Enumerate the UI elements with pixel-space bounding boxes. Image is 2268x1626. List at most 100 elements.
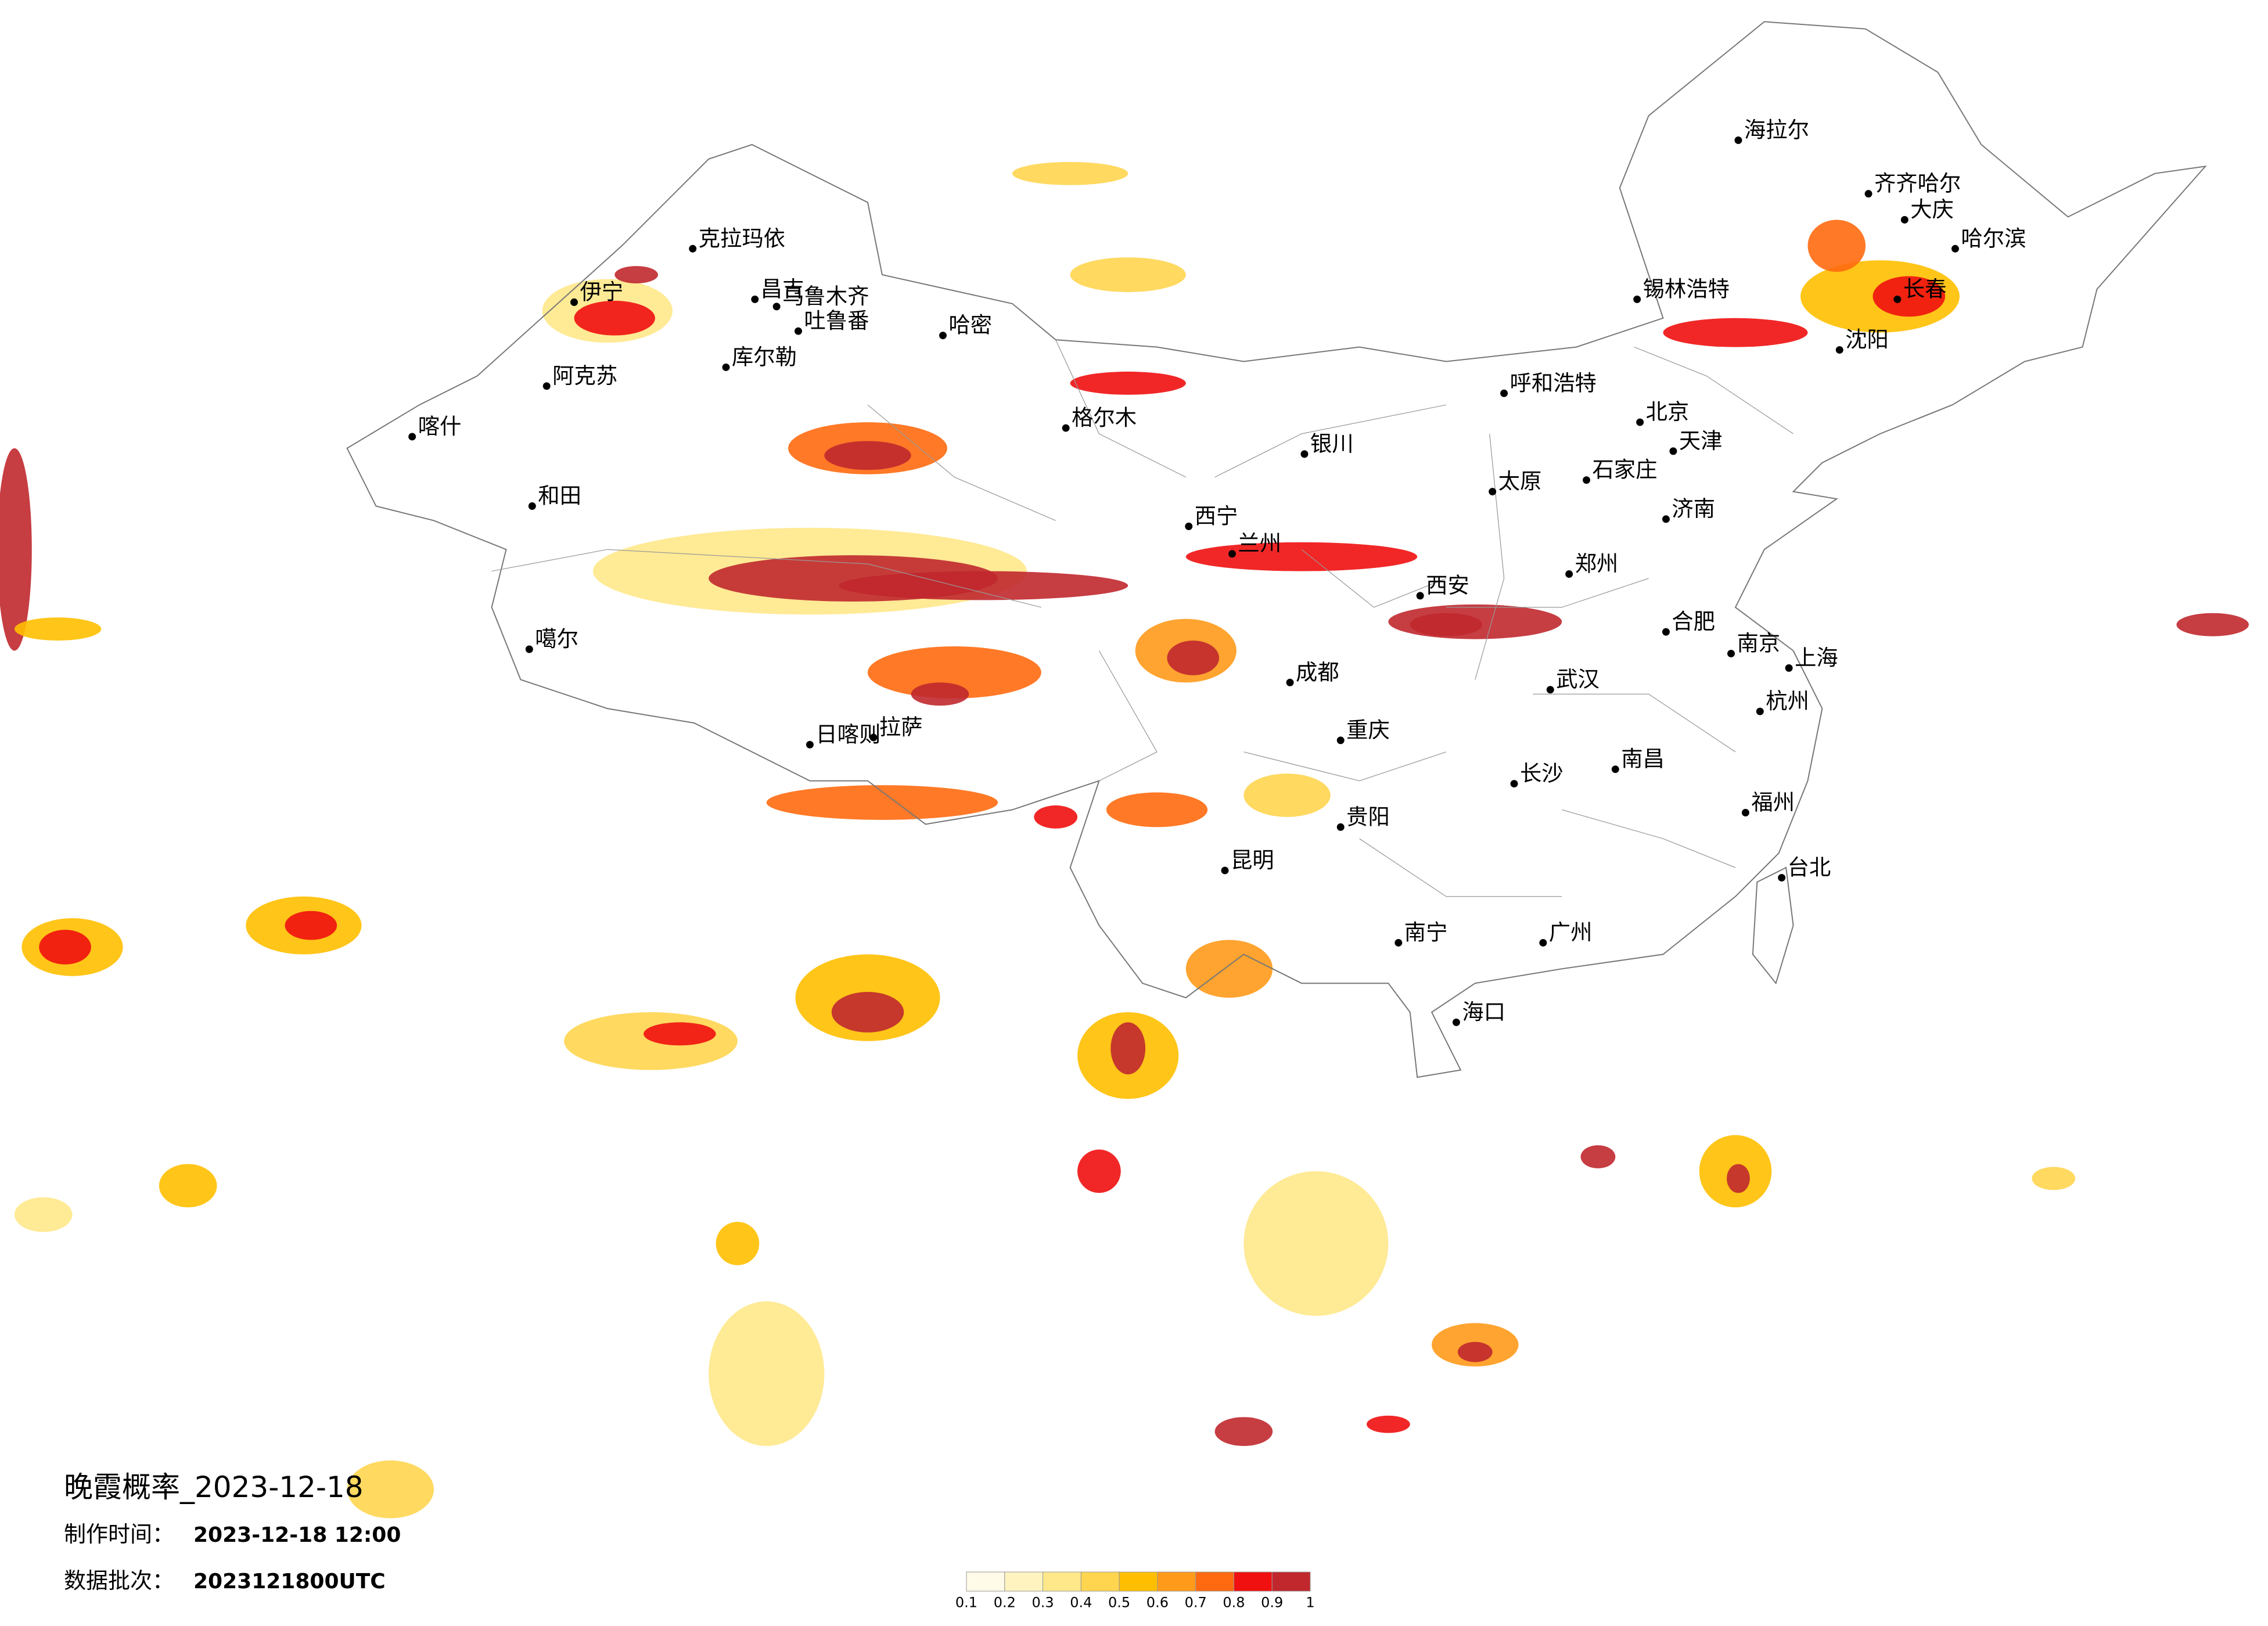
city-label: 石家庄 bbox=[1592, 457, 1657, 483]
probability-patch bbox=[1185, 542, 1418, 571]
city-label: 济南 bbox=[1672, 496, 1715, 521]
probability-patch bbox=[839, 571, 1128, 600]
probability-patch bbox=[1110, 1022, 1146, 1075]
probability-patch bbox=[14, 1197, 73, 1232]
city-dot bbox=[1756, 707, 1764, 715]
probability-patch bbox=[564, 1012, 738, 1070]
city-dot bbox=[722, 363, 730, 371]
probability-patch bbox=[159, 1164, 217, 1208]
city-label: 哈密 bbox=[948, 312, 992, 338]
city-label: 哈尔滨 bbox=[1961, 225, 2026, 251]
city-dot bbox=[1662, 628, 1670, 636]
city-label: 喀什 bbox=[418, 413, 462, 439]
city-label: 日喀则 bbox=[815, 721, 880, 747]
city-label: 齐齐哈尔 bbox=[1874, 171, 1961, 196]
probability-patch bbox=[0, 448, 32, 651]
city-dot bbox=[525, 645, 533, 653]
city-dot bbox=[1835, 346, 1843, 354]
legend-swatch bbox=[1233, 1571, 1273, 1592]
legend-swatch bbox=[1157, 1571, 1196, 1592]
city-dot bbox=[1546, 686, 1554, 694]
city-label: 兰州 bbox=[1238, 531, 1281, 556]
city-label: 武汉 bbox=[1556, 667, 1600, 692]
city-dot bbox=[1778, 873, 1786, 882]
legend-swatch bbox=[1271, 1571, 1311, 1592]
probability-patch bbox=[1580, 1145, 1616, 1168]
country-outline bbox=[346, 21, 2207, 1078]
production-time: 2023-12-18 12:00 bbox=[193, 1523, 401, 1547]
city-dot bbox=[806, 740, 814, 749]
legend-tick-label: 0.5 bbox=[1108, 1595, 1130, 1611]
probability-patch bbox=[1457, 1341, 1493, 1362]
city-dot bbox=[1662, 515, 1670, 523]
probability-patch bbox=[1807, 220, 1866, 272]
probability-patch bbox=[644, 1022, 716, 1046]
city-dot bbox=[1228, 550, 1236, 558]
probability-patch bbox=[1872, 276, 1946, 317]
city-dot bbox=[1636, 418, 1644, 426]
city-label: 西安 bbox=[1426, 573, 1469, 598]
city-label: 台北 bbox=[1788, 854, 1831, 880]
probability-patch bbox=[1367, 1415, 1410, 1433]
probability-patch bbox=[14, 617, 102, 641]
probability-patch bbox=[868, 646, 1041, 699]
city-dot bbox=[1727, 650, 1735, 657]
batch-label: 数据批次： bbox=[64, 1568, 174, 1593]
city-label: 太原 bbox=[1498, 469, 1542, 494]
city-dot bbox=[1300, 450, 1309, 458]
probability-field bbox=[0, 161, 2249, 1519]
probability-patch bbox=[347, 1460, 434, 1519]
probability-patch bbox=[1243, 774, 1331, 817]
probability-patch bbox=[1410, 613, 1483, 636]
city-label: 克拉玛依 bbox=[699, 225, 785, 251]
probability-patch bbox=[1214, 1417, 1273, 1446]
city-dot bbox=[1734, 136, 1742, 145]
city-dot bbox=[939, 332, 947, 340]
city-dot bbox=[1669, 447, 1677, 455]
city-label: 沈阳 bbox=[1845, 327, 1889, 352]
city-label: 成都 bbox=[1296, 659, 1339, 685]
legend-swatch bbox=[966, 1571, 1005, 1592]
legend-tick-label: 0.6 bbox=[1146, 1595, 1169, 1611]
city-label: 阿克苏 bbox=[552, 363, 617, 388]
city-label: 海拉尔 bbox=[1744, 117, 1809, 143]
city-label: 呼和浩特 bbox=[1510, 370, 1597, 395]
probability-patch bbox=[614, 266, 658, 284]
city-dot bbox=[1500, 389, 1508, 397]
city-dot bbox=[570, 298, 578, 306]
city-label: 乌鲁木齐 bbox=[782, 283, 869, 309]
city-label: 南京 bbox=[1737, 631, 1780, 656]
probability-patch bbox=[911, 682, 969, 706]
batch-id: 2023121800UTC bbox=[193, 1570, 386, 1593]
city-dot bbox=[528, 502, 536, 510]
city-label: 库尔勒 bbox=[732, 344, 797, 369]
probability-patch bbox=[1167, 641, 1220, 675]
probability-patch bbox=[824, 441, 911, 470]
city-label: 吐鲁番 bbox=[804, 308, 869, 333]
legend-swatch bbox=[1195, 1571, 1234, 1592]
city-dot bbox=[1286, 678, 1294, 686]
legend-tick-label: 0.9 bbox=[1261, 1595, 1283, 1611]
city-dot bbox=[1900, 216, 1908, 224]
legend-tick-label: 0.8 bbox=[1223, 1595, 1245, 1611]
city-dot bbox=[1489, 488, 1497, 496]
legend-tick-label: 1 bbox=[1306, 1595, 1314, 1611]
city-dot bbox=[869, 733, 878, 742]
city-dot bbox=[1062, 424, 1070, 432]
probability-patch bbox=[1663, 318, 1808, 347]
city-label: 长春 bbox=[1903, 276, 1947, 301]
legend-tick-label: 0.4 bbox=[1070, 1595, 1092, 1611]
probability-patch bbox=[766, 785, 998, 820]
city-dot bbox=[1452, 1018, 1460, 1026]
production-label: 制作时间： bbox=[64, 1521, 174, 1547]
city-dot bbox=[1633, 295, 1641, 303]
city-dot bbox=[1583, 476, 1591, 484]
city-dot bbox=[1951, 244, 1959, 253]
city-dot bbox=[1336, 823, 1345, 831]
city-dot bbox=[1785, 664, 1793, 672]
city-dot bbox=[772, 303, 781, 311]
legend-swatch bbox=[1004, 1571, 1044, 1592]
city-label: 长沙 bbox=[1520, 761, 1563, 786]
